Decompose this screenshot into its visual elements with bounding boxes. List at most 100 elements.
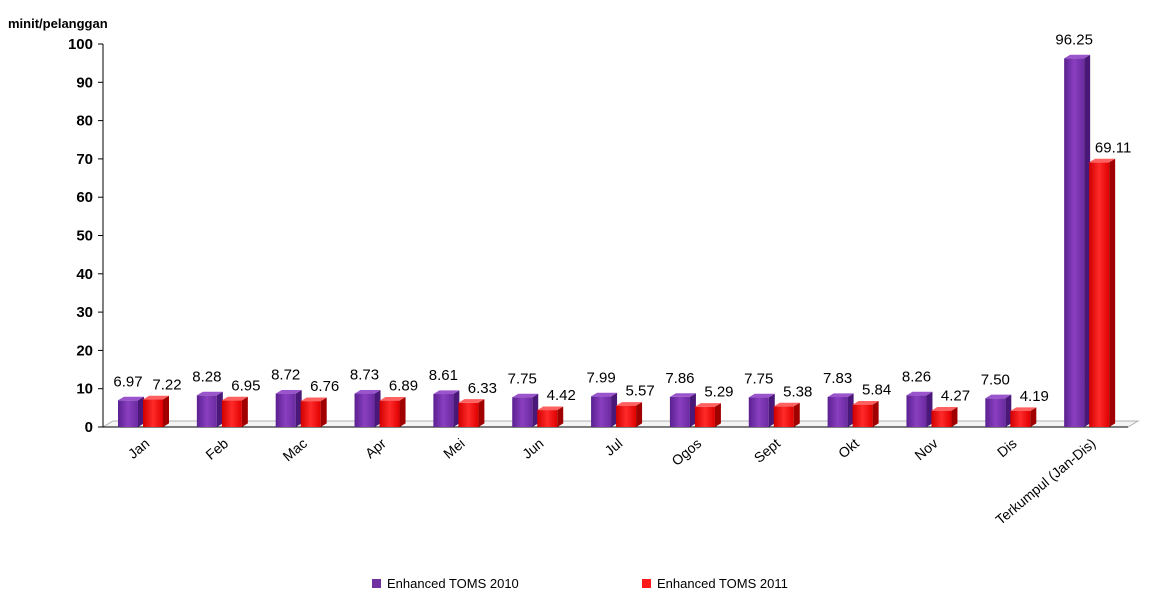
bar-2010-2-top — [275, 390, 302, 394]
data-label-2011: 4.42 — [547, 387, 576, 404]
x-tick-label: Apr — [362, 435, 389, 461]
bar-2010-8-front — [748, 397, 769, 427]
x-tick-label: Sept — [751, 435, 783, 466]
data-label-2011: 6.95 — [231, 377, 260, 394]
bar-2010-3 — [354, 389, 381, 427]
y-tick-label: 50 — [76, 228, 93, 245]
data-label-2011: 6.89 — [389, 378, 418, 395]
bar-2011-11-side — [1030, 407, 1037, 427]
data-label-2011: 6.76 — [310, 378, 339, 395]
bar-2010-10-top — [906, 391, 933, 396]
bar-2011-9-side — [872, 401, 879, 427]
bar-2011-10-side — [951, 407, 958, 427]
bar-2011-4-front — [458, 402, 479, 427]
data-label-2010: 7.50 — [981, 371, 1010, 388]
bar-2011-2 — [300, 397, 327, 427]
x-tick-label: Mac — [279, 435, 310, 464]
bar-2010-2-side — [295, 390, 302, 427]
bar-2011-6 — [616, 402, 643, 427]
data-label-2011: 4.19 — [1020, 388, 1049, 405]
bar-2011-5-side — [557, 406, 564, 427]
bar-2011-3 — [379, 397, 406, 427]
legend-swatch-2010 — [372, 579, 381, 588]
bar-2011-1-side — [241, 396, 248, 427]
data-label-2011: 5.38 — [783, 383, 812, 400]
bar-2011-12-side — [1109, 158, 1116, 428]
bar-2010-8 — [748, 393, 775, 427]
bar-2011-6-side — [636, 402, 643, 427]
bar-2010-2-front — [275, 393, 296, 427]
bar-2010-0-front — [118, 400, 138, 427]
bar-2011-8-side — [793, 402, 800, 427]
y-tick-label: 30 — [76, 304, 93, 321]
bar-2010-3-front — [354, 393, 375, 427]
data-label-2010: 8.73 — [350, 367, 379, 384]
data-label-2010: 7.75 — [508, 370, 537, 387]
bar-2010-1-top — [196, 391, 223, 396]
x-tick-label: Mei — [440, 435, 468, 462]
data-label-2010: 7.99 — [586, 369, 615, 386]
bar-2010-6-top — [591, 392, 618, 397]
bar-2011-0 — [143, 395, 169, 427]
bar-2011-11-top — [1010, 407, 1037, 411]
data-label-2010: 8.26 — [902, 368, 931, 385]
data-label-2010: 7.75 — [744, 370, 773, 387]
x-tick-label: Jul — [601, 435, 625, 459]
legend-label-2011: Enhanced TOMS 2011 — [657, 576, 788, 591]
bar-2010-12-front — [1064, 58, 1085, 428]
bar-2011-6-top — [616, 402, 643, 406]
data-label-2010: 8.28 — [192, 368, 221, 385]
data-label-2010: 7.83 — [823, 370, 852, 387]
bar-2011-0-front — [143, 399, 163, 427]
bar-2011-11 — [1010, 407, 1037, 427]
legend: Enhanced TOMS 2010 Enhanced TOMS 2011 — [0, 576, 1156, 596]
data-label-2011: 7.22 — [152, 376, 181, 393]
bar-2010-0 — [118, 396, 144, 427]
bar-2011-4-side — [478, 399, 485, 427]
bar-2011-1-top — [221, 396, 248, 401]
bar-2010-5-front — [512, 397, 533, 427]
bar-2011-12-top — [1089, 158, 1116, 163]
y-axis-label: minit/pelanggan — [8, 16, 108, 31]
bar-2010-8-top — [748, 393, 775, 398]
bar-2010-11-top — [985, 394, 1012, 399]
bar-2011-9-front — [852, 404, 873, 427]
y-tick-label: 20 — [76, 342, 93, 359]
bar-2011-1-front — [221, 400, 242, 427]
bar-2011-0-side — [163, 395, 169, 427]
x-tick-label: Dis — [994, 435, 1020, 460]
bar-2011-6-front — [616, 405, 637, 427]
bar-2010-4-side — [453, 390, 460, 427]
data-label-2010: 7.86 — [665, 370, 694, 387]
x-tick-label: Okt — [835, 435, 862, 461]
data-label-2011: 5.84 — [862, 382, 891, 399]
y-tick-label: 0 — [85, 419, 93, 436]
legend-item-2011: Enhanced TOMS 2011 — [642, 576, 788, 591]
bar-2011-8 — [773, 402, 800, 427]
bar-2010-9-top — [827, 393, 854, 398]
x-tick-label: Feb — [202, 435, 231, 463]
bar-2010-0-top — [118, 396, 144, 401]
bar-2010-7-side — [689, 393, 696, 427]
bar-2011-4-top — [458, 399, 485, 403]
bar-2011-3-front — [379, 400, 400, 427]
bar-2011-7-top — [694, 403, 721, 407]
bar-2011-9-top — [852, 401, 879, 405]
bar-2010-4-front — [433, 394, 454, 427]
bar-2010-1-side — [216, 391, 223, 427]
bar-chart: minit/pelanggan 0 10 20 30 40 50 60 70 80 90 100 Ja… — [8, 16, 1140, 528]
bar-2011-0-top — [143, 395, 169, 400]
bar-2010-9 — [827, 393, 854, 427]
bar-2011-8-front — [773, 406, 794, 427]
y-tick-label: 100 — [68, 36, 93, 53]
bar-2010-10-side — [926, 391, 933, 427]
legend-item-2010: Enhanced TOMS 2010 — [372, 576, 519, 591]
data-label-2011: 5.57 — [625, 383, 654, 400]
bar-2010-5-top — [512, 393, 539, 398]
bar-2010-7-top — [669, 393, 696, 397]
x-tick-label: Jan — [125, 435, 153, 462]
bar-2010-12-side — [1084, 54, 1091, 427]
x-tick-label: Nov — [911, 435, 940, 463]
bar-2010-10-front — [906, 395, 927, 427]
y-tick-label: 80 — [76, 113, 93, 130]
